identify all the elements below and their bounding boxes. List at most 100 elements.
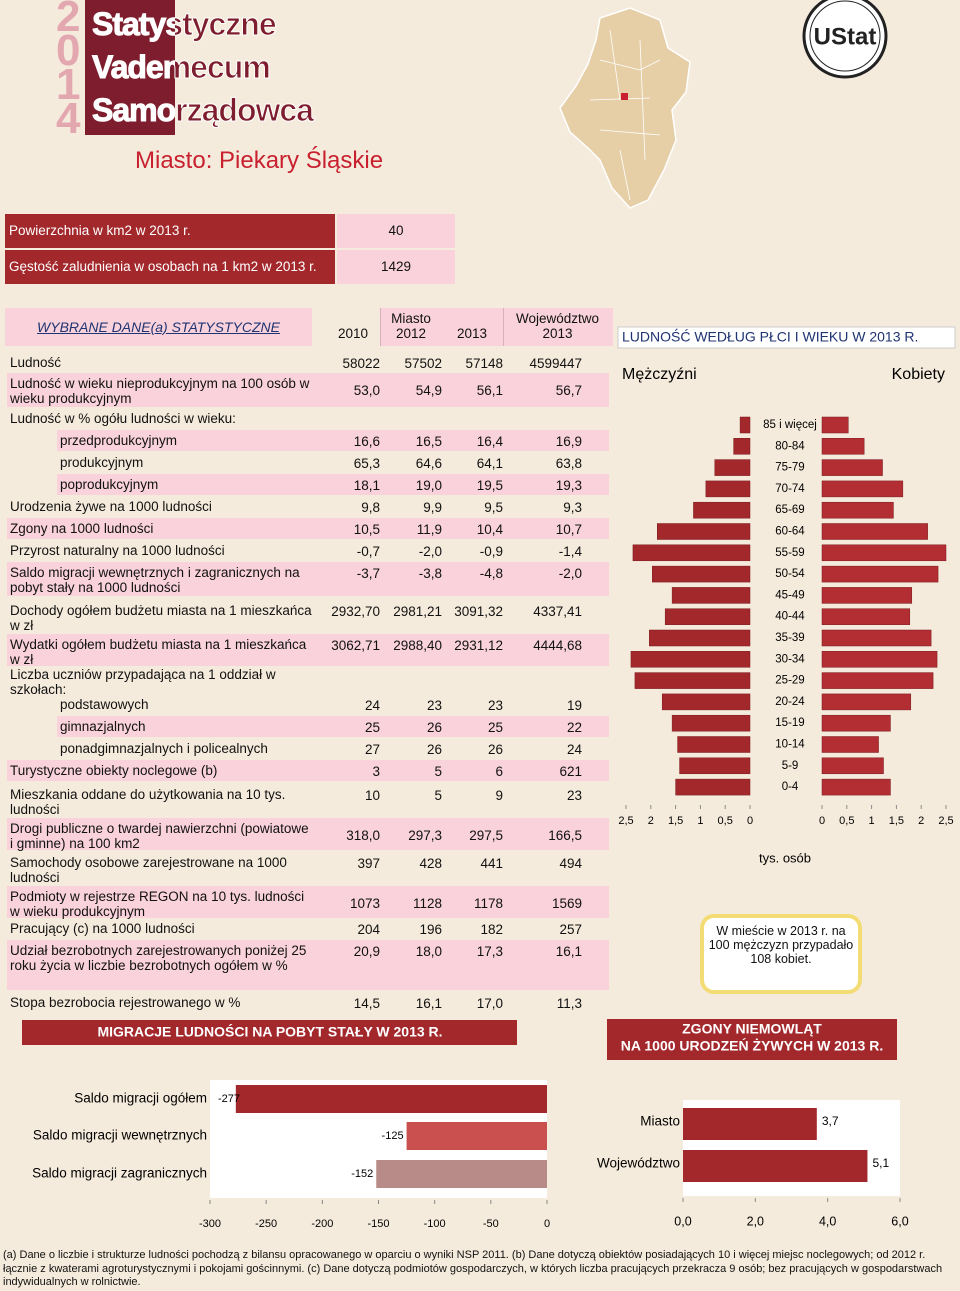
category-label: Saldo migracji zagranicznych	[32, 1166, 207, 1181]
row-value: 10,7	[555, 522, 582, 537]
row-label: Saldo migracji wewnętrznych i zagraniczn…	[10, 565, 300, 595]
row-value: 23	[426, 698, 442, 713]
bar	[406, 1122, 547, 1150]
row-value: 24	[364, 698, 380, 713]
row-value: 19	[566, 698, 582, 713]
x-tick-label: 0	[747, 815, 753, 827]
logo-line: Samorządowca	[92, 92, 315, 129]
x-tick-label: 1,5	[668, 815, 683, 827]
row-label: Wydatki ogółem budżetu miasta na 1 miesz…	[10, 637, 307, 667]
pyramid-bar	[652, 565, 751, 583]
x-tick-label: 2,5	[938, 815, 953, 827]
footnote: (a) Dane o liczbie i strukturze ludności…	[3, 1249, 943, 1288]
x-tick-label: 0	[544, 1218, 550, 1230]
x-tick-label: -250	[255, 1218, 277, 1230]
x-tick-label: 0,5	[718, 815, 733, 827]
row-value: 9,8	[361, 500, 380, 515]
pyramid-bar	[705, 480, 751, 498]
row-value: 1569	[551, 896, 582, 911]
row-shade	[7, 562, 609, 596]
legend-label: Kobiety	[892, 366, 945, 383]
row-value: 5	[434, 764, 442, 779]
row-value: 14,5	[353, 996, 380, 1011]
logo-block	[85, 0, 175, 135]
age-label: 15-19	[775, 717, 804, 729]
row-label: ponadgimnazjalnych i policealnych	[60, 741, 268, 756]
legend-label: Mężczyźni	[622, 366, 697, 383]
x-tick-label: -50	[483, 1218, 499, 1230]
age-label: 30-34	[775, 653, 805, 665]
x-tick-label: 2	[918, 815, 924, 827]
logo-line: Vademecum	[92, 49, 272, 86]
row-value: 64,6	[415, 456, 442, 471]
x-tick-label: 1	[697, 815, 703, 827]
pyramid-bar	[821, 736, 879, 753]
row-shade	[57, 474, 609, 495]
row-label: Ludność w wieku nieprodukcyjnym na 100 o…	[10, 376, 310, 406]
row-value: 297,5	[469, 828, 503, 843]
category-label: Województwo	[597, 1156, 680, 1171]
row-label: Samochody osobowe zarejestrowane na 1000…	[10, 855, 287, 885]
x-tick-label: -150	[367, 1218, 389, 1230]
bar	[683, 1108, 817, 1140]
logo-clip: Vademecum	[92, 49, 175, 89]
row-value: 24	[566, 742, 582, 757]
pyramid-bar	[714, 459, 751, 476]
column-header: 2013	[456, 326, 488, 341]
x-tick-label: -200	[311, 1218, 333, 1230]
row-value: 9	[495, 788, 503, 803]
row-value: 9,3	[563, 500, 582, 515]
row-value: 4599447	[529, 356, 582, 371]
row-value: 23	[566, 788, 582, 803]
x-tick-label: 0,0	[674, 1214, 691, 1228]
region-borders	[589, 29, 661, 201]
row-value: 9,9	[423, 500, 442, 515]
pyramid-bar	[821, 778, 891, 796]
category-label: Saldo migracji wewnętrznych	[33, 1128, 207, 1143]
row-value: 397	[357, 856, 380, 871]
age-label: 85 i więcej	[763, 419, 817, 431]
row-shade	[57, 430, 609, 451]
page-title: Miasto: Piekary Śląskie	[135, 147, 384, 174]
x-tick-label: 6,0	[891, 1214, 908, 1228]
row-value: 54,9	[415, 383, 442, 398]
pyramid-bar	[649, 629, 751, 647]
pyramid-bar	[679, 757, 751, 775]
x-tick-label: 2,0	[747, 1214, 764, 1228]
row-value: 53,0	[353, 383, 380, 398]
x-tick-label: 1,5	[889, 815, 904, 827]
age-label: 40-44	[775, 611, 805, 623]
row-value: 6	[495, 764, 503, 779]
pyramid-bar	[821, 438, 865, 455]
stats-title: WYBRANE DANE(a) STATYSTYCZNE	[37, 319, 280, 335]
pyramid-bar	[821, 544, 947, 562]
row-shade	[57, 716, 609, 737]
row-value: 58022	[342, 356, 380, 371]
row-label: produkcyjnym	[60, 455, 144, 470]
chart-title-box	[617, 326, 956, 349]
x-tick-label: 1	[869, 815, 875, 827]
row-shade	[7, 634, 609, 666]
logo-year: 2014	[56, 0, 81, 143]
pyramid-bar	[821, 501, 894, 519]
chart-title: MIGRACJE LUDNOŚCI NA POBYT STAŁY W 2013 …	[97, 1023, 442, 1040]
stats-title-cell: WYBRANE DANE(a) STATYSTYCZNE	[5, 308, 312, 346]
row-value: 257	[559, 922, 582, 937]
row-value: 10	[364, 788, 380, 803]
badge-text: UStat	[814, 23, 877, 50]
area-label-cell: Powierzchnia w km2 w 2013 r.	[5, 214, 335, 248]
row-label: Mieszkania oddane do użytkowania na 10 t…	[10, 787, 286, 817]
row-label: Zgony na 1000 ludności	[10, 521, 154, 536]
row-label: poprodukcyjnym	[60, 477, 159, 492]
row-value: 64,1	[476, 456, 503, 471]
row-value: 196	[419, 922, 442, 937]
pyramid-bar	[630, 651, 751, 668]
pyramid-bar	[821, 416, 849, 434]
value-label: 5,1	[872, 1156, 889, 1170]
row-value: 4444,68	[533, 638, 582, 653]
row-value: 16,1	[555, 944, 582, 959]
x-axis-label: tys. osób	[759, 850, 811, 865]
x-tick-label: 2	[648, 815, 654, 827]
value-label: 3,7	[822, 1114, 839, 1128]
